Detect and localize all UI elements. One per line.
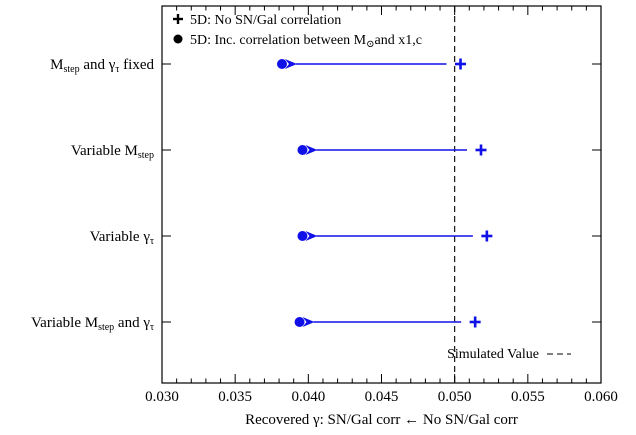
x-tick-label: 0.055 [511, 389, 545, 405]
plot-frame [161, 5, 602, 384]
category-label: Variable γτ [90, 229, 154, 247]
legend-circle [173, 34, 183, 44]
legend-entry: 5D: No SN/Gal correlation [190, 13, 341, 28]
x-axis-label: Recovered γ: SN/Gal corr ← No SN/Gal cor… [245, 412, 518, 428]
no-correlation-point [455, 58, 467, 70]
correlation-point [276, 59, 287, 69]
legend-entry: 5D: Inc. correlation between M⊙and x1,c [190, 33, 422, 50]
no-correlation-point [475, 144, 487, 156]
correlation-point [294, 317, 305, 327]
x-tick-label: 0.030 [145, 389, 179, 405]
no-correlation-point [481, 230, 493, 242]
correlation-point [297, 231, 308, 241]
x-tick-label: 0.035 [218, 389, 252, 405]
x-tick-label: 0.050 [438, 389, 472, 405]
no-correlation-point [469, 316, 481, 328]
labels: Recovered γ: SN/Gal corr ← No SN/Gal cor… [31, 57, 518, 428]
x-tick-label: 0.040 [291, 389, 325, 405]
correlation-point [297, 145, 308, 155]
x-tick-label: 0.045 [365, 389, 399, 405]
category-label: Variable Mstep and γτ [31, 315, 154, 333]
data-layer [276, 58, 493, 328]
category-label: Mstep and γτ fixed [50, 57, 154, 75]
reference-line-group: Simulated Value [447, 6, 571, 383]
category-label: Variable Mstep [71, 143, 154, 161]
simulated-value-label: Simulated Value [447, 347, 539, 362]
x-tick-label: 0.060 [584, 389, 618, 405]
axes: 0.030 0.035 0.040 0.045 0.050 0.055 0.060 [145, 5, 618, 405]
legend: 5D: No SN/Gal correlation 5D: Inc. correl… [173, 13, 422, 50]
